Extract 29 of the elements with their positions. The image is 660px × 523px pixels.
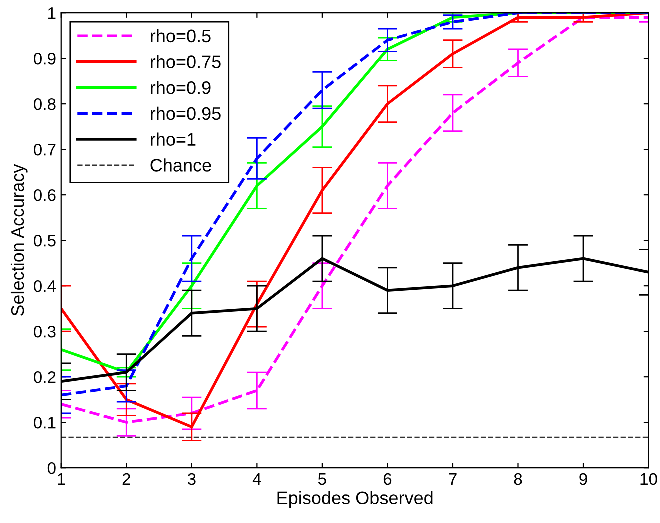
legend-label: rho=0.9 [151, 81, 211, 94]
legend-label: rho=0.95 [151, 106, 221, 120]
legend-label: rho=0.75 [151, 55, 221, 68]
y-tick-label: 0.7 [34, 144, 56, 156]
y-axis-title: Selection Accuracy [10, 164, 28, 316]
x-tick-label: 3 [188, 473, 196, 486]
y-tick-label: 0.2 [34, 371, 56, 384]
legend-label: Chance [150, 158, 212, 172]
y-tick-label: 1 [48, 8, 56, 20]
y-tick-label: 0 [48, 462, 56, 474]
x-tick-label: 6 [384, 473, 392, 486]
x-tick-label: 5 [318, 474, 326, 486]
x-axis-title: Episodes Observed [278, 491, 433, 508]
x-tick-label: 10 [640, 473, 658, 486]
legend-label: rho=1 [151, 132, 196, 146]
y-tick-label: 0.9 [34, 52, 56, 65]
x-tick-label: 8 [514, 473, 522, 486]
y-tick-label: 0.5 [34, 234, 56, 247]
y-tick-label: 0.4 [34, 280, 56, 292]
y-tick-label: 0.6 [34, 189, 56, 202]
legend-label: rho=0.5 [151, 29, 211, 43]
y-tick-label: 0.1 [34, 416, 56, 429]
y-tick-label: 0.3 [34, 326, 56, 338]
x-tick-label: 9 [580, 473, 588, 486]
y-tick-label: 0.8 [34, 98, 56, 110]
x-tick-label: 2 [122, 473, 130, 486]
x-tick-label: 1 [58, 474, 66, 486]
x-tick-label: 7 [449, 474, 457, 486]
x-tick-label: 4 [252, 474, 262, 486]
